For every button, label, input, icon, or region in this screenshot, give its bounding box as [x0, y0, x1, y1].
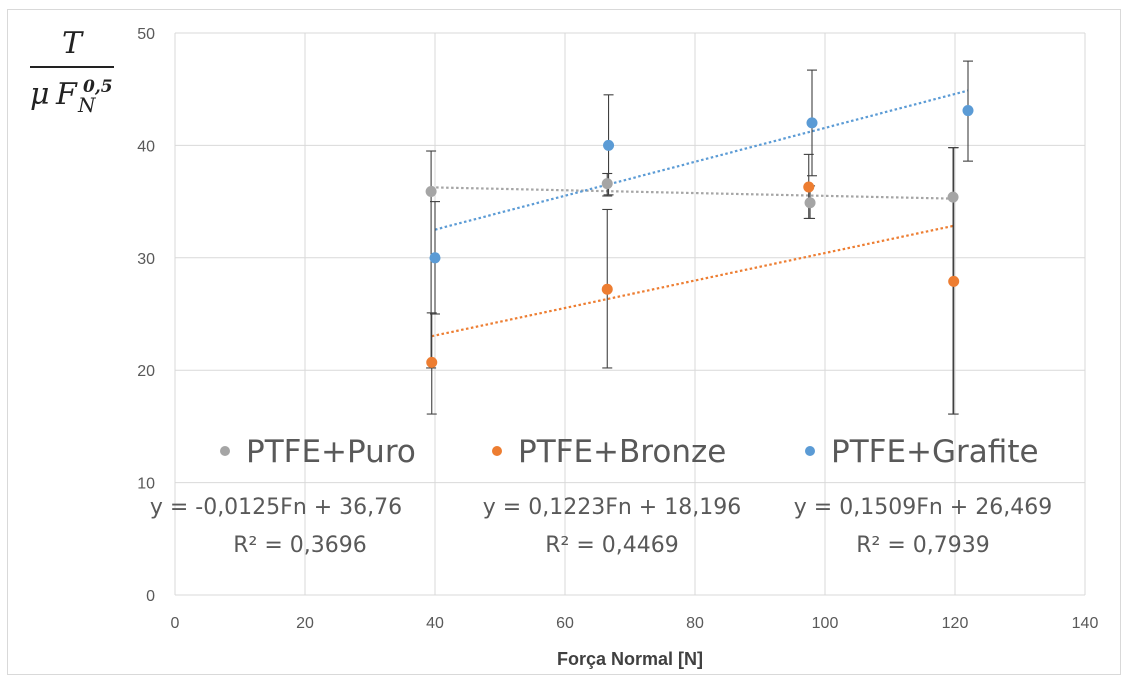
x-tick-label: 0: [171, 615, 180, 632]
y-label-numerator: T: [62, 26, 84, 61]
x-tick-labels: 0 20 40 60 80 100 120 140: [171, 615, 1099, 632]
y-tick-label: 0: [146, 588, 155, 605]
point-ptfe-puro: [425, 185, 437, 197]
legend: PTFE+Puro PTFE+Bronze PTFE+Grafite: [220, 434, 1039, 470]
equation-grafite: y = 0,1509Fn + 26,469: [794, 495, 1052, 520]
y-tick-labels: 0 10 20 30 40 50: [137, 26, 155, 605]
x-axis-label: Força Normal [N]: [557, 649, 703, 669]
axes: [174, 33, 1085, 596]
point-ptfe-grafite: [603, 139, 615, 151]
equation-bronze: y = 0,1223Fn + 18,196: [483, 495, 741, 520]
point-ptfe-grafite: [962, 105, 974, 117]
y-tick-label: 50: [137, 26, 155, 43]
y-axis-label: T μ F 0,5 N: [30, 26, 114, 117]
gridlines: [175, 32, 1086, 595]
y-label-subscript: N: [77, 93, 97, 117]
point-ptfe-bronze: [426, 356, 438, 368]
point-ptfe-grafite: [429, 252, 441, 264]
legend-marker-grafite: [805, 446, 815, 456]
trendlines: [431, 89, 969, 338]
r2-grafite: R² = 0,7939: [856, 533, 990, 558]
legend-label-bronze: PTFE+Bronze: [518, 434, 726, 470]
y-label-mu: μ: [30, 77, 50, 112]
trendline-ptfe-grafite: [434, 89, 969, 231]
legend-label-grafite: PTFE+Grafite: [831, 434, 1039, 470]
equation-puro: y = -0,0125Fn + 36,76: [150, 495, 402, 520]
x-tick-label: 20: [296, 615, 314, 632]
point-ptfe-puro: [601, 178, 613, 190]
point-ptfe-bronze: [601, 283, 613, 295]
y-tick-label: 20: [137, 363, 155, 380]
x-tick-label: 120: [942, 615, 969, 632]
x-tick-label: 140: [1072, 615, 1099, 632]
y-tick-label: 10: [137, 476, 155, 493]
point-ptfe-puro: [947, 191, 959, 203]
trendline-ptfe-puro: [431, 186, 954, 200]
legend-marker-puro: [220, 446, 230, 456]
legend-marker-bronze: [492, 446, 502, 456]
point-ptfe-grafite: [806, 117, 818, 129]
data-points: [425, 105, 974, 368]
y-label-superscript: 0,5: [83, 77, 113, 97]
chart-frame: [7, 9, 1121, 675]
trendline-labels: y = -0,0125Fn + 36,76 R² = 0,3696 y = 0,…: [150, 495, 1052, 558]
point-ptfe-puro: [804, 197, 816, 209]
y-tick-label: 40: [137, 138, 155, 155]
point-ptfe-bronze: [948, 275, 960, 287]
point-ptfe-bronze: [803, 181, 815, 193]
y-label-F: F: [55, 77, 78, 112]
y-tick-label: 30: [137, 251, 155, 268]
x-tick-label: 60: [556, 615, 574, 632]
error-bars: [426, 60, 973, 415]
r2-puro: R² = 0,3696: [233, 533, 367, 558]
legend-label-puro: PTFE+Puro: [246, 434, 416, 470]
x-tick-label: 100: [812, 615, 839, 632]
x-tick-label: 80: [686, 615, 704, 632]
trendline-ptfe-bronze: [431, 224, 954, 338]
x-tick-label: 40: [426, 615, 444, 632]
r2-bronze: R² = 0,4469: [545, 533, 679, 558]
